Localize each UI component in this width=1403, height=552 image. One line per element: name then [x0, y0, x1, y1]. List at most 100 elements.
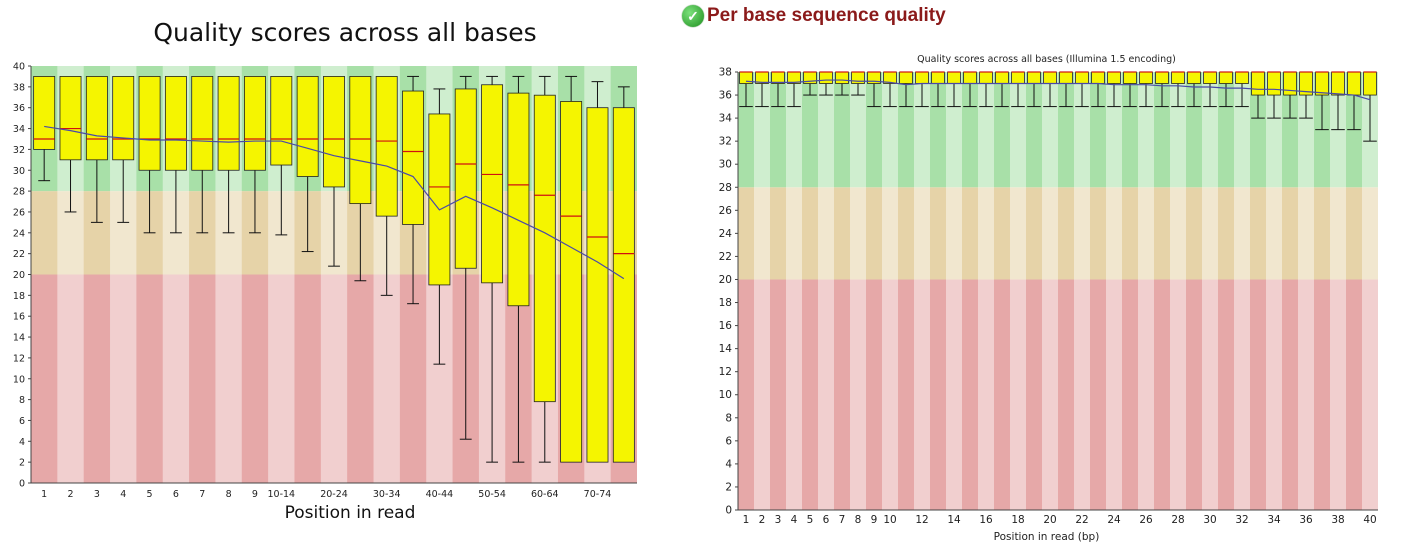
y-tick-label: 18	[719, 297, 732, 309]
x-tick-label: 6	[823, 514, 830, 526]
y-tick-label: 34	[13, 124, 25, 135]
y-tick-label: 26	[719, 205, 733, 217]
x-tick-label: 5	[147, 489, 153, 500]
y-tick-label: 32	[13, 145, 25, 156]
quartile-box	[1187, 71, 1201, 84]
x-tick-label: 18	[1011, 514, 1024, 526]
y-tick-label: 24	[13, 228, 25, 239]
quartile-box	[59, 76, 82, 161]
quartile-box	[533, 94, 556, 403]
quartile-box	[1283, 71, 1297, 96]
y-tick-label: 20	[719, 274, 732, 286]
x-tick-label: 1	[743, 514, 750, 526]
position-stripe	[850, 72, 866, 510]
quartile-box	[1091, 71, 1105, 84]
y-tick-label: 32	[719, 136, 732, 148]
y-tick-label: 6	[19, 416, 25, 427]
x-tick-label: 4	[791, 514, 798, 526]
x-tick-label: 3	[775, 514, 782, 526]
y-tick-label: 20	[13, 270, 25, 281]
x-tick-label: 5	[807, 514, 814, 526]
quartile-box	[112, 76, 135, 161]
x-tick-label: 6	[173, 489, 179, 500]
position-stripe	[914, 72, 930, 510]
y-tick-label: 16	[13, 312, 25, 323]
left-chart-panel: Quality scores across all bases 0 2 4 6 8 10 1…	[0, 0, 690, 552]
quartile-box	[931, 71, 945, 84]
quartile-box	[1107, 71, 1121, 84]
y-tick-label: 8	[725, 412, 732, 424]
chart-title: Quality scores across all bases	[153, 18, 537, 47]
module-heading-text: Per base sequence quality	[707, 5, 946, 26]
quartile-box	[1315, 71, 1329, 96]
check-circle-icon: ✓	[682, 5, 704, 27]
quartile-box	[1331, 71, 1345, 96]
quartile-box	[586, 107, 609, 463]
x-tick-label: 9	[871, 514, 878, 526]
chart-subtitle: Quality scores across all bases (Illumin…	[917, 54, 1176, 65]
quartile-box	[1075, 71, 1089, 84]
y-tick-label: 34	[719, 113, 733, 125]
quartile-box	[1059, 71, 1073, 84]
quartile-box	[819, 71, 833, 84]
x-tick-label: 2	[759, 514, 766, 526]
y-tick-label: 2	[19, 458, 25, 469]
x-axis-label: Position in read (bp)	[993, 531, 1100, 543]
y-tick-label: 12	[13, 353, 25, 364]
quartile-box	[164, 76, 187, 171]
x-tick-label: 14	[947, 514, 961, 526]
x-tick-label: 7	[199, 489, 205, 500]
quartile-box	[995, 71, 1009, 84]
y-tick-label: 0	[725, 505, 732, 517]
quartile-box	[1155, 71, 1169, 84]
quartile-box	[244, 76, 266, 171]
y-tick-label: 16	[719, 320, 733, 332]
position-stripe	[1074, 72, 1090, 510]
quartile-box	[560, 101, 583, 463]
quartile-box	[1347, 71, 1361, 96]
y-tick-label: 26	[13, 207, 25, 218]
quartile-box	[454, 88, 477, 269]
quartile-box	[1011, 71, 1025, 84]
quartile-box	[899, 71, 913, 84]
quartile-box	[1139, 71, 1153, 84]
module-heading: ✓ Per base sequence quality	[682, 5, 946, 27]
x-tick-label: 30	[1203, 514, 1216, 526]
x-tick-label: 4	[120, 489, 126, 500]
y-tick-label: 30	[13, 166, 25, 177]
position-stripe	[946, 72, 962, 510]
x-tick-label: 70-74	[584, 489, 612, 500]
y-tick-label: 22	[719, 251, 732, 263]
quartile-box	[915, 71, 929, 84]
quartile-box	[33, 76, 56, 150]
y-tick-label: 24	[719, 228, 733, 240]
quartile-box	[191, 76, 214, 171]
position-stripe	[1138, 72, 1154, 510]
y-tick-label: 28	[13, 187, 25, 198]
position-stripe	[1042, 72, 1058, 510]
y-tick-label: 40	[13, 62, 25, 73]
quartile-box	[217, 76, 240, 171]
position-stripe	[818, 72, 834, 510]
mean-line	[745, 79, 1371, 101]
quartile-box	[963, 71, 977, 84]
quartile-box	[835, 71, 849, 84]
quartile-box	[428, 113, 451, 286]
x-tick-label: 60-64	[531, 489, 559, 500]
x-tick-label: 38	[1331, 514, 1344, 526]
quartile-box	[1171, 71, 1185, 84]
y-tick-label: 4	[725, 458, 732, 470]
x-tick-label: 40-44	[426, 489, 454, 500]
y-tick-label: 30	[719, 159, 732, 171]
position-stripe	[1010, 72, 1026, 510]
position-stripe	[1202, 72, 1218, 510]
x-tick-label: 32	[1235, 514, 1248, 526]
y-tick-label: 10	[13, 374, 25, 385]
x-tick-label: 28	[1171, 514, 1184, 526]
quality-zone-band	[738, 187, 1378, 280]
y-tick-label: 38	[719, 67, 732, 79]
mean-line	[44, 125, 625, 280]
quartile-box	[1251, 71, 1265, 96]
y-tick-label: 0	[19, 479, 25, 490]
right-chart-panel: ✓ Per base sequence quality Quality scor…	[682, 0, 1403, 552]
